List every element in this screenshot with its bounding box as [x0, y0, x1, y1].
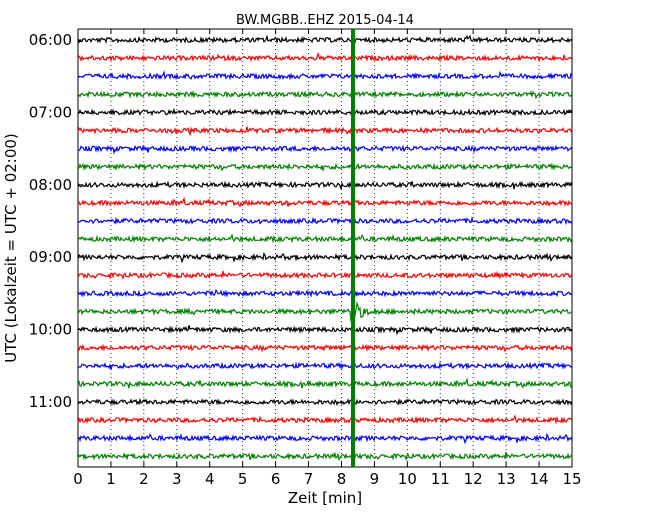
y-tick-label: 11:00: [29, 393, 72, 411]
x-tick-label: 10: [398, 470, 417, 488]
trace-0645: [77, 89, 573, 100]
trace-1030: [77, 361, 573, 371]
trace-0615: [77, 51, 573, 63]
y-axis-ticks: 06:00 07:00 08:00 09:00 10:00 11:00: [29, 31, 572, 411]
y-tick-label: 06:00: [29, 31, 72, 49]
x-tick-label: 3: [172, 470, 182, 488]
x-tick-label: 8: [337, 470, 347, 488]
x-tick-label: 14: [530, 470, 549, 488]
x-tick-label: 4: [205, 470, 215, 488]
trace-1100: [77, 397, 573, 407]
y-tick-label: 07:00: [29, 103, 72, 121]
x-tick-label: 1: [106, 470, 116, 488]
x-tick-label: 2: [139, 470, 149, 488]
trace-1015: [77, 343, 573, 353]
trace-1045: [77, 377, 573, 389]
x-axis-label: Zeit [min]: [288, 489, 362, 507]
trace-1130: [77, 432, 573, 445]
x-tick-label: 6: [271, 470, 281, 488]
chart-title: BW.MGBB..EHZ 2015-04-14: [236, 13, 414, 28]
y-tick-label: 09:00: [29, 248, 72, 266]
x-tick-label: 15: [562, 470, 581, 488]
trace-0945: [77, 300, 572, 322]
y-tick-label: 10:00: [29, 321, 72, 339]
trace-0730: [77, 144, 573, 155]
x-tick-label: 13: [497, 470, 516, 488]
trace-0830: [77, 216, 573, 226]
trace-1145: [77, 451, 573, 462]
trace-0600: [77, 34, 573, 45]
seismic-traces: [77, 34, 573, 462]
x-tick-label: 12: [464, 470, 483, 488]
trace-0715: [77, 126, 573, 137]
trace-0745: [77, 162, 573, 172]
x-tick-label: 9: [370, 470, 380, 488]
trace-1000: [77, 325, 573, 336]
trace-0800: [77, 180, 573, 190]
trace-0900: [77, 251, 573, 264]
x-tick-label: 11: [431, 470, 450, 488]
y-tick-label: 08:00: [29, 176, 72, 194]
trace-0700: [77, 107, 573, 117]
trace-0930: [77, 288, 573, 298]
trace-0630: [77, 70, 573, 81]
x-tick-label: 0: [73, 470, 83, 488]
x-tick-label: 7: [304, 470, 314, 488]
trace-0845: [77, 233, 573, 244]
x-axis-ticks: 0 1 2 3 4 5 6 7 8 9 10 11 12 13 14 15: [73, 29, 582, 488]
trace-0915: [77, 270, 573, 281]
plot-frame: [77, 28, 573, 468]
x-tick-label: 5: [238, 470, 248, 488]
y-axis-label: UTC (Lokalzeit = UTC + 02:00): [2, 133, 20, 363]
trace-1115: [77, 414, 573, 425]
trace-0815: [77, 196, 573, 208]
